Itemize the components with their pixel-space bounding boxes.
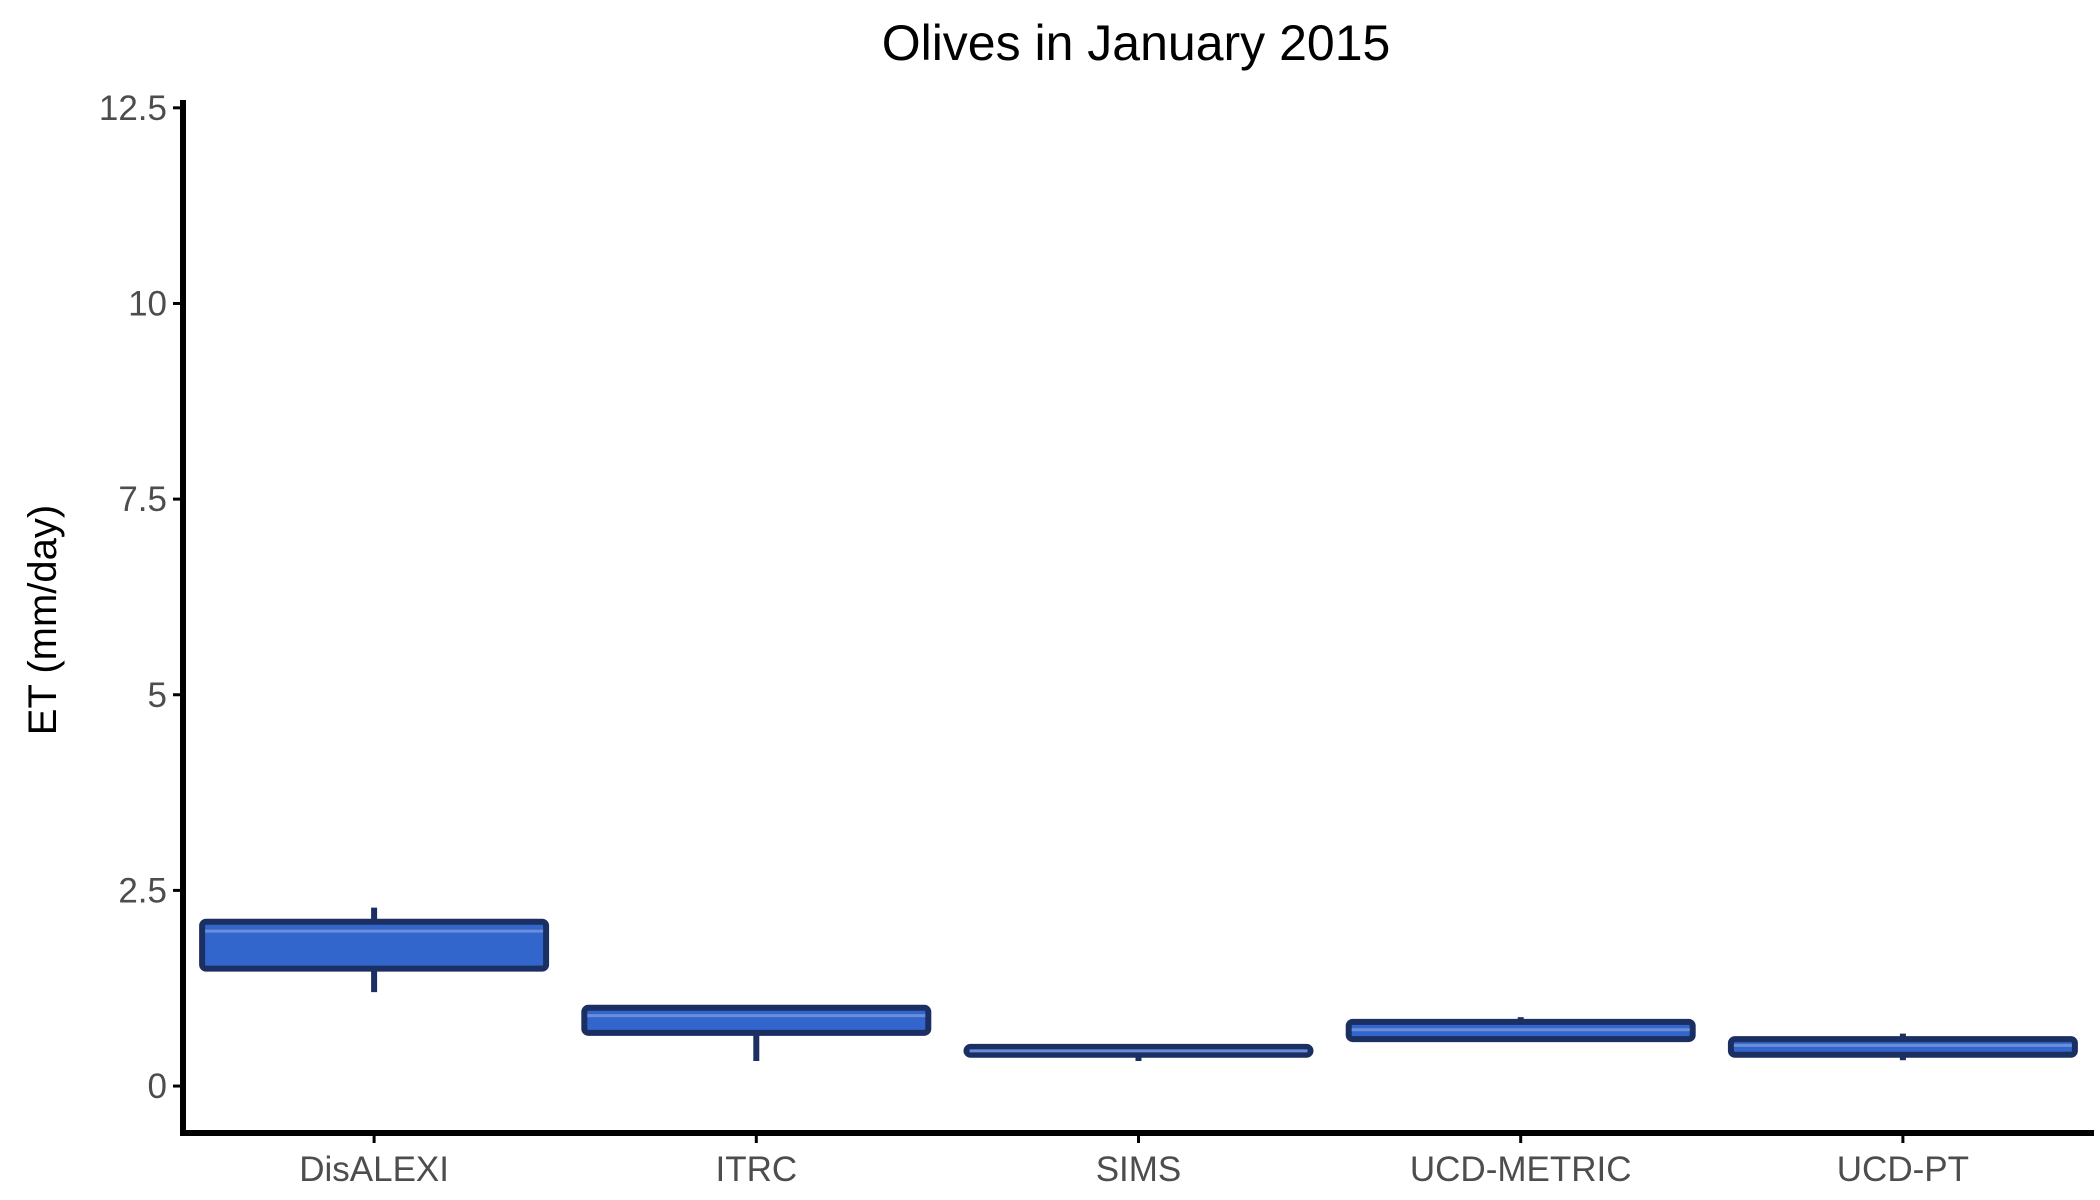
box-disalexi	[199, 907, 550, 993]
y-axis-label: ET (mm/day)	[21, 505, 65, 735]
y-tick-label: 5	[148, 676, 167, 715]
box-ucd-metric	[1345, 1017, 1696, 1043]
y-tick-label: 12.5	[99, 89, 167, 128]
box-ucd-pt	[1727, 1033, 2078, 1061]
box-body	[581, 1004, 932, 1036]
box-body	[1727, 1036, 2078, 1058]
x-tick-label: DisALEXI	[299, 1150, 449, 1189]
chart-title: Olives in January 2015	[882, 15, 1391, 71]
y-tick-label: 10	[128, 284, 167, 323]
box-series	[199, 907, 2078, 1062]
y-tick-label: 7.5	[118, 480, 167, 519]
box-body	[199, 918, 550, 972]
x-tick-label: UCD-METRIC	[1410, 1150, 1632, 1189]
x-tick-label: SIMS	[1096, 1150, 1182, 1189]
y-tick-label: 0	[148, 1067, 167, 1106]
x-tick-label: ITRC	[715, 1150, 797, 1189]
box-itrc	[581, 1004, 932, 1062]
y-tick-label: 2.5	[118, 871, 167, 910]
x-axis-ticks: DisALEXI ITRC SIMS UCD-METRIC UCD-PT	[299, 1133, 1969, 1189]
x-tick-label: UCD-PT	[1837, 1150, 1969, 1189]
box-sims	[963, 1043, 1314, 1062]
y-axis-ticks: 0 2.5 5 7.5 10 12.5	[99, 89, 183, 1106]
